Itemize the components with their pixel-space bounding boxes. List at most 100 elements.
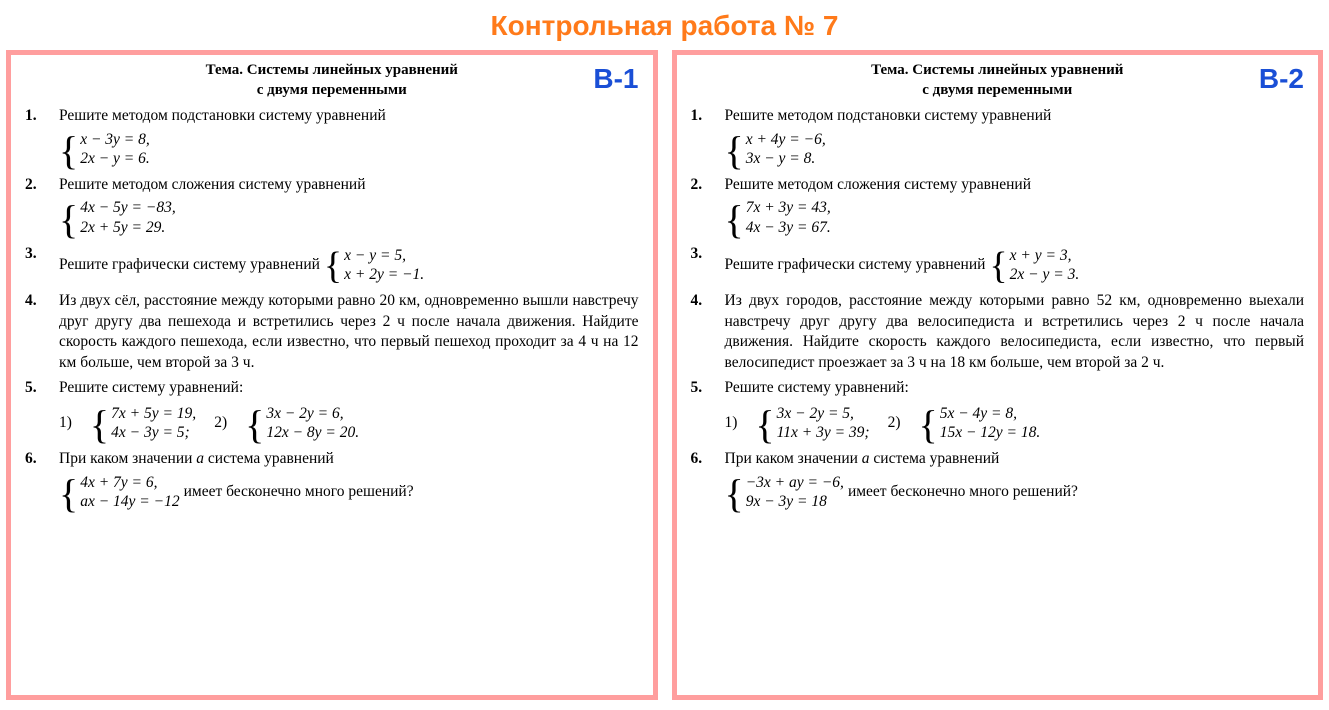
equation: 4x − 5y = −83, <box>80 198 176 217</box>
sub-row: 1) { 7x + 5y = 19, 4x − 3y = 5; 2) { <box>59 401 639 445</box>
theme-line1: Системы линейных уравнений <box>912 62 1123 78</box>
equation: 3x − 2y = 5, <box>777 404 870 423</box>
equation: 7x + 3y = 43, <box>746 198 831 217</box>
equation: 15x − 12y = 18. <box>940 423 1041 442</box>
problem-text: При каком значении <box>725 450 862 467</box>
equation: 7x + 5y = 19, <box>111 404 196 423</box>
problem-body: Решите методом сложения систему уравнени… <box>59 175 639 240</box>
problem-text: Решите графически систему уравнений <box>725 255 986 276</box>
system-row: { 4x + 7y = 6, ax − 14y = −12 имеет беск… <box>59 470 639 514</box>
tail-text: имеет бесконечно много решений? <box>848 482 1078 503</box>
equation: 3x − 2y = 6, <box>266 404 359 423</box>
problem-body: Решите методом подстановки систему уравн… <box>725 106 1305 171</box>
equation: 2x + 5y = 29. <box>80 218 176 237</box>
problem-number: 4. <box>25 291 59 375</box>
theme-line2: с двумя переменными <box>257 82 407 98</box>
problem-3: 3. Решите графически систему уравнений {… <box>25 244 639 287</box>
theme-line2: с двумя переменными <box>922 82 1072 98</box>
problem-body: Решите методом сложения систему уравнени… <box>725 175 1305 240</box>
sub-label: 1) <box>725 413 738 434</box>
equation-system: { x − y = 5, x + 2y = −1. <box>324 246 424 285</box>
equation-system: { 5x − 4y = 8, 15x − 12y = 18. <box>919 403 1041 443</box>
problem-number: 3. <box>25 244 59 287</box>
equation-system: { 7x + 3y = 43, 4x − 3y = 67. <box>725 198 831 238</box>
problem-2: 2. Решите методом сложения систему уравн… <box>25 175 639 240</box>
brace-icon: { <box>919 405 938 445</box>
sub-label: 1) <box>59 413 72 434</box>
variant-1-problems: 1. Решите методом подстановки систему ур… <box>25 106 639 514</box>
brace-icon: { <box>725 474 744 514</box>
problem-body: Решите систему уравнений: 1) { 7x + 5y =… <box>59 378 639 445</box>
brace-icon: { <box>725 200 744 240</box>
equation: 2x − y = 6. <box>80 149 150 168</box>
problem-number: 2. <box>25 175 59 240</box>
problem-5: 5. Решите систему уравнений: 1) { 7x + 5… <box>25 378 639 445</box>
problem-body: При каком значении a система уравнений {… <box>725 449 1305 514</box>
theme-label: Тема. <box>871 62 908 78</box>
brace-icon: { <box>59 200 78 240</box>
problem-number: 6. <box>25 449 59 514</box>
problem-text: Решите методом сложения систему уравнени… <box>725 176 1032 193</box>
problem-text: Решите систему уравнений: <box>725 379 909 396</box>
problem-text: Решите методом сложения систему уравнени… <box>59 176 366 193</box>
sub-label: 2) <box>888 413 901 434</box>
system-row: { −3x + ay = −6, 9x − 3y = 18 имеет беск… <box>725 470 1305 514</box>
problem-number: 2. <box>691 175 725 240</box>
variant-2-label: В-2 <box>1259 63 1304 95</box>
brace-icon: { <box>989 248 1007 287</box>
equation: ax − 14y = −12 <box>80 492 179 511</box>
equation: 9x − 3y = 18 <box>746 492 844 511</box>
problem-body: Из двух городов, расстояние между которы… <box>725 291 1305 375</box>
problem-number: 5. <box>691 378 725 445</box>
problem-body: Решите графически систему уравнений { x … <box>59 244 639 287</box>
problem-text: система уравнений <box>204 450 334 467</box>
equation: 2x − y = 3. <box>1010 265 1080 284</box>
equation-system: { −3x + ay = −6, 9x − 3y = 18 <box>725 472 844 512</box>
tail-text: имеет бесконечно много решений? <box>184 482 414 503</box>
problem-4: 4. Из двух сёл, расстояние между которым… <box>25 291 639 375</box>
problem-1: 1. Решите методом подстановки систему ур… <box>691 106 1305 171</box>
problem-text: Решите систему уравнений: <box>59 379 243 396</box>
equation: −3x + ay = −6, <box>746 473 844 492</box>
brace-icon: { <box>90 405 109 445</box>
problem-4: 4. Из двух городов, расстояние между кот… <box>691 291 1305 375</box>
brace-icon: { <box>324 248 342 287</box>
equation: x + 4y = −6, <box>746 130 826 149</box>
equation: 3x − y = 8. <box>746 149 826 168</box>
problem-6: 6. При каком значении a система уравнени… <box>25 449 639 514</box>
variant-1-header: Тема. Системы линейных уравнений с двумя… <box>25 61 639 100</box>
brace-icon: { <box>59 474 78 514</box>
problem-number: 1. <box>25 106 59 171</box>
variant-2-problems: 1. Решите методом подстановки систему ур… <box>691 106 1305 514</box>
equation: 5x − 4y = 8, <box>940 404 1041 423</box>
param: a <box>862 450 870 467</box>
variant-1: В-1 Тема. Системы линейных уравнений с д… <box>6 50 658 700</box>
problem-6: 6. При каком значении a система уравнени… <box>691 449 1305 514</box>
problem-number: 5. <box>25 378 59 445</box>
brace-icon: { <box>59 131 78 171</box>
equation-system: { 3x − 2y = 6, 12x − 8y = 20. <box>245 403 359 443</box>
problem-body: Решите систему уравнений: 1) { 3x − 2y =… <box>725 378 1305 445</box>
problem-3: 3. Решите графически систему уравнений {… <box>691 244 1305 287</box>
equation: 4x + 7y = 6, <box>80 473 179 492</box>
brace-icon: { <box>755 405 774 445</box>
variant-1-label: В-1 <box>593 63 638 95</box>
equation-system: { 4x − 5y = −83, 2x + 5y = 29. <box>59 198 176 238</box>
equation: 4x − 3y = 5; <box>111 423 196 442</box>
problem-body: Из двух сёл, расстояние между которыми р… <box>59 291 639 375</box>
problem-number: 4. <box>691 291 725 375</box>
problem-1: 1. Решите методом подстановки систему ур… <box>25 106 639 171</box>
variant-2: В-2 Тема. Системы линейных уравнений с д… <box>672 50 1324 700</box>
problem-number: 3. <box>691 244 725 287</box>
equation-system: { x − 3y = 8, 2x − y = 6. <box>59 129 150 169</box>
brace-icon: { <box>245 405 264 445</box>
equation-system: { x + y = 3, 2x − y = 3. <box>989 246 1079 285</box>
problem-body: Решите методом подстановки систему уравн… <box>59 106 639 171</box>
equation: x + 2y = −1. <box>344 265 424 284</box>
equation-system: { 7x + 5y = 19, 4x − 3y = 5; <box>90 403 196 443</box>
problem-number: 1. <box>691 106 725 171</box>
page-title: Контрольная работа № 7 <box>0 0 1329 50</box>
brace-icon: { <box>725 131 744 171</box>
equation: 12x − 8y = 20. <box>266 423 359 442</box>
problem-text: система уравнений <box>870 450 1000 467</box>
